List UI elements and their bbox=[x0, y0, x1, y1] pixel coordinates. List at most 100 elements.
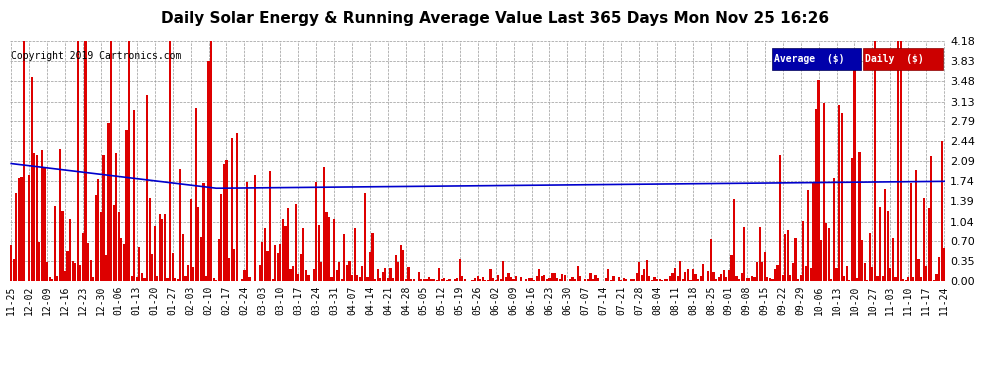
Bar bbox=[702, 264, 704, 281]
Bar bbox=[313, 269, 315, 281]
Bar bbox=[133, 110, 136, 281]
Bar bbox=[482, 277, 484, 281]
Bar bbox=[828, 228, 830, 281]
Bar bbox=[510, 277, 512, 281]
Text: Copyright 2019 Cartronics.com: Copyright 2019 Cartronics.com bbox=[11, 51, 181, 61]
Bar bbox=[433, 279, 436, 281]
Bar bbox=[774, 269, 776, 281]
Bar bbox=[123, 244, 125, 281]
Bar bbox=[363, 193, 366, 281]
Bar bbox=[820, 240, 823, 281]
Bar bbox=[276, 253, 279, 281]
Bar bbox=[328, 217, 330, 281]
Bar bbox=[379, 278, 381, 281]
Bar bbox=[710, 239, 712, 281]
Bar bbox=[439, 268, 441, 281]
Bar bbox=[92, 277, 94, 281]
Bar bbox=[258, 265, 261, 281]
Bar bbox=[236, 133, 238, 281]
Bar bbox=[931, 156, 933, 281]
Bar bbox=[771, 279, 773, 281]
Bar bbox=[431, 279, 433, 281]
Bar bbox=[933, 280, 935, 281]
Bar bbox=[461, 276, 463, 281]
Bar bbox=[369, 252, 371, 281]
Bar bbox=[689, 280, 691, 281]
Bar bbox=[274, 245, 276, 281]
Bar bbox=[333, 219, 336, 281]
Bar bbox=[49, 277, 50, 281]
Bar bbox=[631, 279, 633, 281]
Bar bbox=[897, 41, 899, 281]
Bar bbox=[513, 279, 515, 281]
Bar bbox=[376, 269, 379, 281]
Bar bbox=[148, 198, 150, 281]
Bar bbox=[200, 237, 202, 281]
Bar bbox=[500, 279, 502, 281]
Bar bbox=[466, 280, 468, 281]
Bar bbox=[648, 276, 650, 281]
Bar bbox=[489, 269, 492, 281]
Bar bbox=[456, 278, 458, 281]
Bar bbox=[644, 269, 645, 281]
Bar bbox=[300, 254, 302, 281]
Bar bbox=[397, 262, 399, 281]
Bar bbox=[195, 108, 197, 281]
Bar bbox=[64, 271, 66, 281]
Bar bbox=[395, 255, 397, 281]
Bar bbox=[845, 266, 847, 281]
Bar bbox=[118, 212, 120, 281]
Bar bbox=[905, 280, 907, 281]
Text: Average  ($): Average ($) bbox=[774, 54, 844, 64]
Bar bbox=[241, 279, 243, 281]
Bar bbox=[815, 109, 817, 281]
Bar bbox=[579, 276, 581, 281]
Bar bbox=[413, 279, 415, 281]
Bar bbox=[720, 274, 723, 281]
Bar bbox=[641, 274, 643, 281]
Bar bbox=[13, 259, 15, 281]
Bar bbox=[697, 279, 699, 281]
Bar bbox=[539, 269, 541, 281]
Bar bbox=[446, 280, 448, 281]
Bar bbox=[131, 276, 133, 281]
Bar bbox=[548, 278, 550, 281]
Bar bbox=[384, 268, 386, 281]
Bar bbox=[146, 94, 148, 281]
Bar bbox=[266, 252, 268, 281]
Bar bbox=[884, 189, 886, 281]
Bar bbox=[728, 270, 730, 281]
Bar bbox=[536, 276, 538, 281]
Bar bbox=[156, 276, 158, 281]
Bar bbox=[663, 279, 666, 281]
Bar bbox=[592, 279, 594, 281]
Bar bbox=[928, 208, 930, 281]
Bar bbox=[718, 277, 720, 281]
Bar bbox=[726, 277, 728, 281]
Bar bbox=[874, 41, 876, 281]
Bar bbox=[936, 274, 938, 281]
Bar bbox=[74, 262, 76, 281]
Bar bbox=[887, 211, 889, 281]
Bar bbox=[315, 182, 317, 281]
Bar bbox=[623, 278, 625, 281]
Bar bbox=[423, 279, 425, 281]
Bar bbox=[776, 265, 779, 281]
Bar bbox=[789, 275, 791, 281]
Bar bbox=[784, 234, 786, 281]
Bar bbox=[471, 280, 473, 281]
Bar bbox=[320, 262, 323, 281]
Bar bbox=[51, 279, 53, 281]
Bar bbox=[228, 258, 230, 281]
Bar bbox=[750, 276, 753, 281]
Bar bbox=[889, 267, 891, 281]
Bar bbox=[807, 190, 810, 281]
Bar bbox=[108, 123, 110, 281]
Bar bbox=[736, 276, 738, 281]
Bar bbox=[528, 278, 530, 281]
Bar bbox=[531, 278, 533, 281]
Bar bbox=[141, 273, 143, 281]
Bar bbox=[741, 273, 742, 281]
Bar bbox=[71, 261, 74, 281]
Bar bbox=[848, 280, 850, 281]
